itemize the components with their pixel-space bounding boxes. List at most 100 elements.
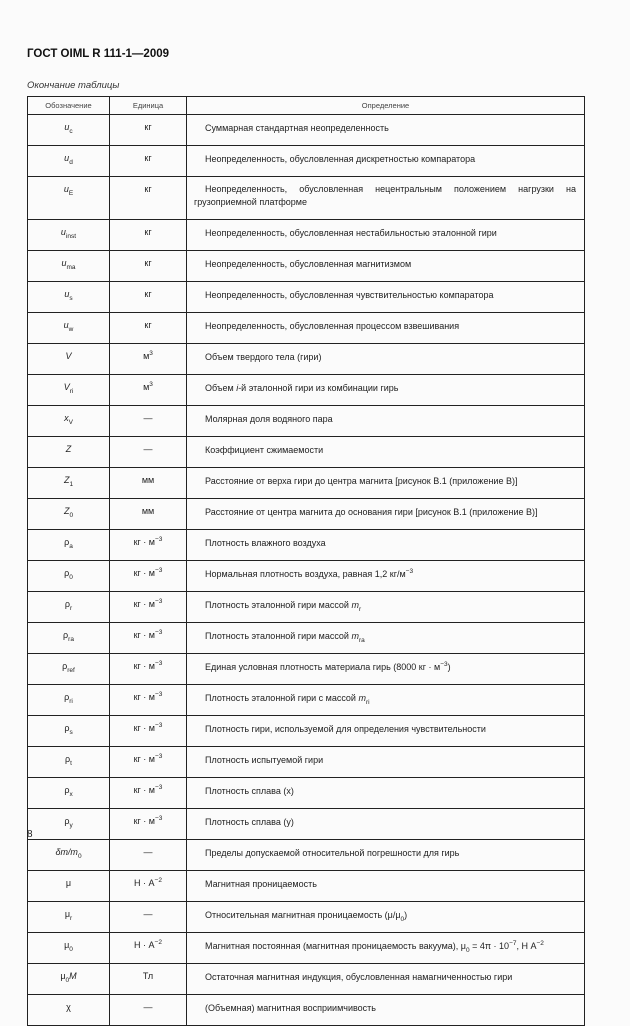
subscript: t (70, 759, 72, 767)
superscript: −3 (154, 660, 163, 667)
subscript: a (69, 542, 73, 550)
text-segment: Пределы допускаемой относительной погреш… (205, 848, 460, 858)
text-segment: кг · м (133, 599, 155, 609)
symbol-cell: χ (27, 994, 110, 1026)
superscript: −2 (154, 877, 162, 884)
symbol-cell: V (27, 343, 110, 375)
symbol-cell: ρri (27, 684, 110, 716)
subscript: inst (65, 232, 77, 240)
text-segment: Нормальная плотность воздуха, равная 1,2… (205, 569, 406, 579)
unit-cell: — (109, 839, 187, 871)
text-segment: M (69, 971, 77, 981)
subscript: d (69, 158, 73, 166)
unit-cell: кг · м−3 (109, 715, 187, 747)
text-segment: Z (63, 475, 70, 485)
definition-cell: Нормальная плотность воздуха, равная 1,2… (186, 560, 585, 592)
definition-cell: Единая условная плотность материала гирь… (186, 653, 585, 685)
unit-cell: кг · м−3 (109, 777, 187, 809)
symbol-cell: uinst (27, 219, 110, 251)
subscript: E (68, 189, 74, 197)
text-segment: Молярная доля водяного пара (205, 414, 333, 424)
unit-cell: кг · м−3 (109, 622, 187, 654)
definition-cell: (Объемная) магнитная восприимчивость (186, 994, 585, 1026)
text-segment: ρ (64, 692, 70, 702)
text-segment: Плотность гири, используемой для определ… (205, 724, 486, 734)
text-segment: m (351, 631, 359, 641)
superscript: −2 (154, 939, 162, 946)
symbol-cell: Vri (27, 374, 110, 406)
text-segment: Неопределенность, обусловленная нестабил… (205, 228, 497, 238)
table-caption: Окончание таблицы (27, 80, 120, 91)
text-segment: ρ (64, 785, 70, 795)
subscript: 0 (69, 573, 73, 581)
superscript: −3 (154, 784, 163, 791)
table-header-row: Обозначение Единица Определение (27, 96, 585, 115)
definition-cell: Относительная магнитная проницаемость (μ… (186, 901, 585, 933)
subscript: ri (69, 387, 74, 395)
symbols-table: Обозначение Единица Определение uc кг Сумм… (27, 96, 585, 1026)
definition-cell: Молярная доля водяного пара (186, 405, 585, 437)
text-segment: δm/m (55, 847, 78, 857)
text-segment: кг · м (133, 816, 155, 826)
definition-cell: Неопределенность, обусловленная нецентра… (186, 176, 585, 220)
definition-cell: Плотность гири, используемой для определ… (186, 715, 585, 747)
unit-cell: м3 (109, 343, 187, 375)
symbol-cell: uma (27, 250, 110, 282)
superscript: −3 (154, 567, 163, 574)
symbol-cell: ρx (27, 777, 110, 809)
unit-cell: кг · м−3 (109, 746, 187, 778)
superscript: −3 (405, 568, 414, 575)
definition-cell: Объем i-й эталонной гири из комбинации г… (186, 374, 585, 406)
text-segment: u (61, 258, 67, 268)
symbol-cell: μ (27, 870, 110, 902)
subscript: s (69, 728, 73, 736)
text-segment: Н · А (134, 878, 155, 888)
definition-cell: Плотность эталонной гири массой mr (186, 591, 585, 623)
text-segment: кг (144, 320, 152, 330)
table-row: Z — Коэффициент сжимаемости (27, 436, 585, 468)
text-segment: i (236, 383, 239, 393)
superscript: −2 (536, 940, 544, 947)
unit-cell: мм (109, 467, 187, 499)
table-row: μr — Относительная магнитная проницаемость… (27, 901, 585, 933)
text-segment: Н · А (134, 940, 155, 950)
symbol-cell: Z1 (27, 467, 110, 499)
text-segment: Магнитная постоянная (магнитная проницае… (205, 941, 466, 951)
text-segment: кг (144, 289, 152, 299)
text-segment: μ (65, 878, 72, 888)
text-segment: Расстояние от верха гири до центра магни… (205, 476, 518, 486)
text-segment: x (64, 413, 69, 423)
text-segment: кг · м (133, 537, 155, 547)
text-segment: V (63, 382, 70, 392)
unit-cell: — (109, 405, 187, 437)
text-segment: ρ (64, 599, 70, 609)
superscript: −3 (154, 536, 163, 543)
text-segment: u (64, 122, 70, 132)
definition-cell: Коэффициент сжимаемости (186, 436, 585, 468)
text-segment: , Н А (516, 941, 537, 951)
definition-cell: Пределы допускаемой относительной погреш… (186, 839, 585, 871)
unit-cell: кг (109, 176, 187, 220)
text-segment: u (63, 184, 69, 194)
symbol-cell: ρref (27, 653, 110, 685)
definition-cell: Неопределенность, обусловленная магнитиз… (186, 250, 585, 282)
text-segment: -й эталонной гири из комбинации гирь (238, 383, 399, 393)
column-header-definition: Определение (186, 96, 585, 115)
text-segment: — (143, 909, 153, 919)
table-row: ρr кг · м−3 Плотность эталонной гири массо… (27, 591, 585, 623)
table-row: δm/m0 — Пределы допускаемой относительной … (27, 839, 585, 871)
subscript: 0 (77, 852, 82, 860)
text-segment: Плотность испытуемой гири (205, 755, 324, 765)
symbol-cell: uc (27, 114, 110, 146)
unit-cell: Н · А−2 (109, 932, 187, 964)
table-row: uc кг Суммарная стандартная неопределеннос… (27, 114, 585, 146)
table-row: ρra кг · м−3 Плотность эталонной гири масс… (27, 622, 585, 654)
text-segment: u (60, 227, 66, 237)
text-segment: u (64, 289, 70, 299)
text-segment: Плотность эталонной гири массой (205, 631, 352, 641)
superscript: −3 (154, 598, 163, 605)
unit-cell: кг (109, 250, 187, 282)
subscript: x (69, 790, 73, 798)
text-segment: Тл (142, 971, 154, 981)
definition-cell: Неопределенность, обусловленная процессо… (186, 312, 585, 344)
